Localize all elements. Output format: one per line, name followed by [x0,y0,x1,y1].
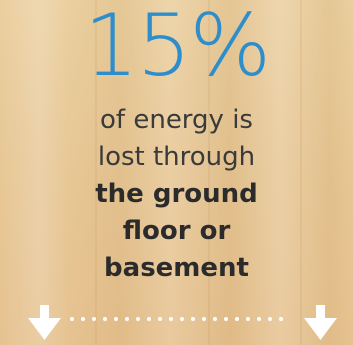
arrow-left [28,305,61,340]
wood-grain [300,0,302,345]
text-line: lost through [97,142,256,172]
text-line: of energy is [100,105,253,135]
body-text: of energy is lost through the ground flo… [0,102,353,287]
bold-text-line: basement [104,253,249,283]
wood-grain [208,0,210,345]
bold-text-line: the ground [95,179,258,209]
arrow-right [304,305,337,340]
wood-grain [95,0,97,345]
headline: 15% [83,0,271,96]
bold-text-line: floor or [122,216,231,246]
